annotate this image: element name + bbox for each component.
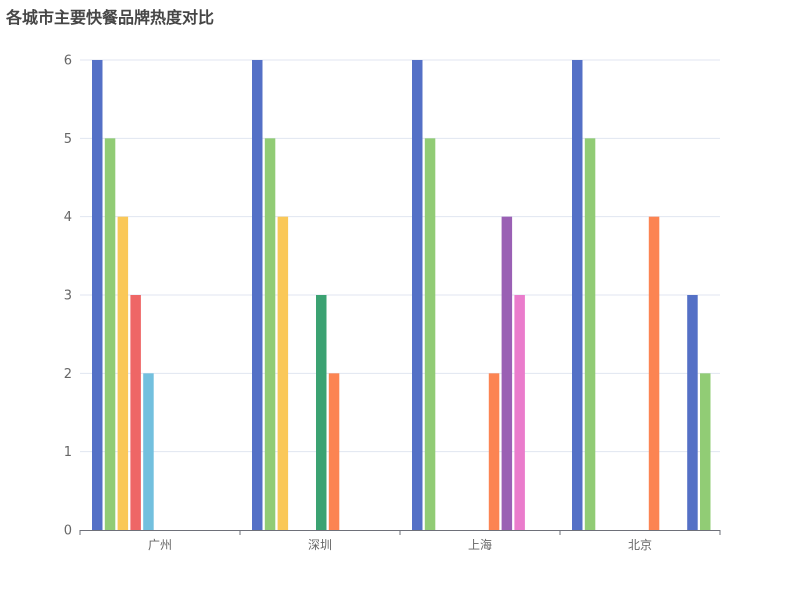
y-tick-label: 5 [64, 132, 72, 147]
bar[interactable] [424, 138, 436, 531]
y-tick-label: 3 [64, 289, 72, 304]
bars [92, 60, 711, 531]
bar[interactable] [92, 60, 103, 530]
bar[interactable] [687, 295, 698, 530]
x-category-label: 北京 [628, 538, 652, 552]
x-category-label: 深圳 [308, 538, 332, 552]
bar[interactable] [328, 373, 340, 530]
y-tick-label: 2 [64, 367, 72, 382]
bar[interactable] [572, 60, 583, 530]
y-tick-label: 0 [64, 524, 72, 539]
bar[interactable] [104, 138, 116, 531]
bar[interactable] [143, 373, 154, 530]
bar[interactable] [488, 373, 500, 530]
bar[interactable] [252, 60, 263, 530]
bar[interactable] [316, 295, 327, 530]
bar[interactable] [412, 60, 423, 530]
bar[interactable] [584, 138, 596, 531]
x-category-label: 广州 [148, 538, 172, 552]
axes [79, 530, 721, 535]
axis-labels: 0 1 2 3 4 5 6 广州 深圳 上海 北京 [64, 54, 652, 553]
y-tick-label: 1 [64, 445, 72, 460]
grid-lines [80, 59, 720, 453]
y-tick-label: 6 [64, 54, 72, 69]
bar[interactable] [277, 216, 289, 530]
chart-title: 各城市主要快餐品牌热度对比 [6, 8, 215, 27]
bar[interactable] [264, 138, 276, 531]
bar[interactable] [130, 295, 141, 530]
bar[interactable] [648, 216, 660, 530]
bar[interactable] [501, 216, 513, 530]
bar[interactable] [117, 216, 129, 530]
bar[interactable] [514, 295, 525, 530]
x-category-label: 上海 [468, 537, 492, 552]
y-tick-label: 4 [64, 210, 72, 225]
bar[interactable] [700, 373, 711, 530]
